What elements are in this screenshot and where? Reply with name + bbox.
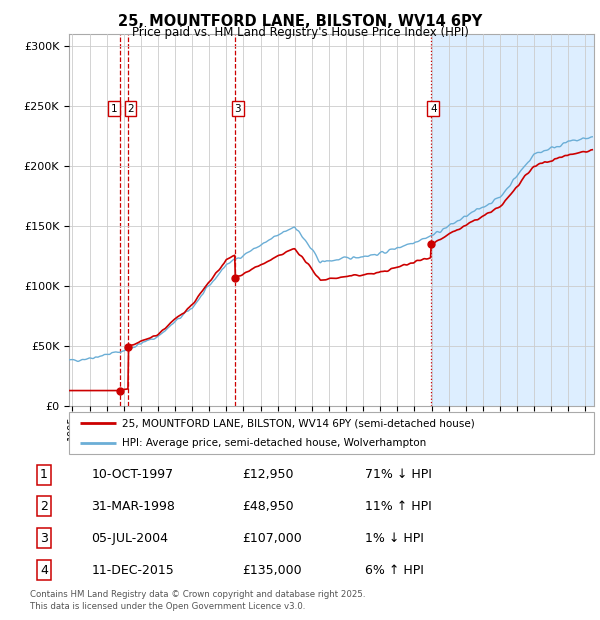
Text: £48,950: £48,950: [242, 500, 293, 513]
Text: 25, MOUNTFORD LANE, BILSTON, WV14 6PY: 25, MOUNTFORD LANE, BILSTON, WV14 6PY: [118, 14, 482, 29]
Text: 3: 3: [235, 104, 241, 113]
Text: 05-JUL-2004: 05-JUL-2004: [91, 532, 169, 545]
Text: 4: 4: [40, 564, 48, 577]
Text: 10-OCT-1997: 10-OCT-1997: [91, 468, 173, 481]
Text: £107,000: £107,000: [242, 532, 302, 545]
Text: 3: 3: [40, 532, 48, 545]
Text: HPI: Average price, semi-detached house, Wolverhampton: HPI: Average price, semi-detached house,…: [121, 438, 426, 448]
Bar: [431, 34, 594, 406]
Text: 6% ↑ HPI: 6% ↑ HPI: [365, 564, 424, 577]
Text: 4: 4: [430, 104, 437, 113]
Text: 11% ↑ HPI: 11% ↑ HPI: [365, 500, 431, 513]
Text: Contains HM Land Registry data © Crown copyright and database right 2025.
This d: Contains HM Land Registry data © Crown c…: [30, 590, 365, 611]
Text: 1: 1: [40, 468, 48, 481]
Text: £12,950: £12,950: [242, 468, 293, 481]
Text: 11-DEC-2015: 11-DEC-2015: [91, 564, 174, 577]
Text: 1: 1: [110, 104, 117, 113]
FancyBboxPatch shape: [69, 412, 594, 454]
Text: Price paid vs. HM Land Registry's House Price Index (HPI): Price paid vs. HM Land Registry's House …: [131, 26, 469, 39]
Text: 1% ↓ HPI: 1% ↓ HPI: [365, 532, 424, 545]
Text: £135,000: £135,000: [242, 564, 302, 577]
Text: 71% ↓ HPI: 71% ↓ HPI: [365, 468, 431, 481]
Text: 25, MOUNTFORD LANE, BILSTON, WV14 6PY (semi-detached house): 25, MOUNTFORD LANE, BILSTON, WV14 6PY (s…: [121, 418, 474, 428]
Bar: [69, 34, 431, 406]
Text: 2: 2: [40, 500, 48, 513]
Text: 31-MAR-1998: 31-MAR-1998: [91, 500, 175, 513]
Text: 2: 2: [127, 104, 134, 113]
